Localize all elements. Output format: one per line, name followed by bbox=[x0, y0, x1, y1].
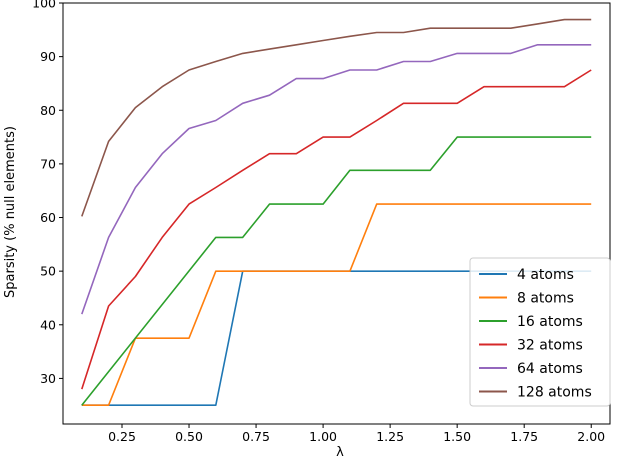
y-tick-label: 70 bbox=[40, 156, 56, 171]
x-tick-label: 0.25 bbox=[108, 429, 136, 444]
y-tick-label: 90 bbox=[40, 49, 56, 64]
series-line-16-atoms bbox=[81, 136, 592, 406]
legend-entry-label: 4 atoms bbox=[517, 267, 574, 283]
x-tick-label: 1.75 bbox=[510, 429, 538, 444]
axes-frame bbox=[62, 2, 611, 425]
x-tick-label: 2.00 bbox=[577, 429, 605, 444]
y-axis-ticks: 30 40 50 60 70 80 90 100 bbox=[32, 0, 63, 386]
y-axis-label: Sparsity (% null elements) bbox=[3, 126, 18, 298]
plot-area bbox=[62, 2, 611, 425]
y-tick-label: 100 bbox=[32, 0, 56, 11]
legend-entry-label: 32 atoms bbox=[517, 338, 583, 354]
legend-entry-label: 128 atoms bbox=[517, 385, 592, 401]
legend: 4 atoms 8 atoms 16 atoms 32 atoms 64 atoms 12… bbox=[469, 257, 611, 407]
series-layer bbox=[81, 18, 592, 406]
series-line-64-atoms bbox=[81, 44, 592, 315]
x-axis-ticks: 0.25 0.50 0.75 1.00 1.25 1.50 1.75 2.00 bbox=[108, 424, 605, 444]
y-tick-label: 50 bbox=[40, 264, 56, 279]
series-line-32-atoms bbox=[81, 69, 592, 390]
series-line-8-atoms bbox=[81, 203, 592, 406]
y-tick-label: 60 bbox=[40, 210, 56, 225]
y-tick-label: 30 bbox=[40, 371, 56, 386]
x-tick-label: 1.50 bbox=[443, 429, 471, 444]
x-tick-label: 1.25 bbox=[376, 429, 404, 444]
x-tick-label: 1.00 bbox=[309, 429, 337, 444]
x-tick-label: 0.50 bbox=[175, 429, 203, 444]
x-tick-label: 0.75 bbox=[242, 429, 270, 444]
legend-entry-label: 8 atoms bbox=[517, 291, 574, 307]
legend-entry-label: 16 atoms bbox=[517, 314, 583, 330]
x-axis-label: λ bbox=[336, 445, 344, 458]
y-tick-label: 80 bbox=[40, 103, 56, 118]
series-line-128-atoms bbox=[81, 18, 592, 217]
legend-entry-label: 64 atoms bbox=[517, 361, 583, 377]
y-tick-label: 40 bbox=[40, 317, 56, 332]
series-line-4-atoms bbox=[81, 270, 592, 406]
